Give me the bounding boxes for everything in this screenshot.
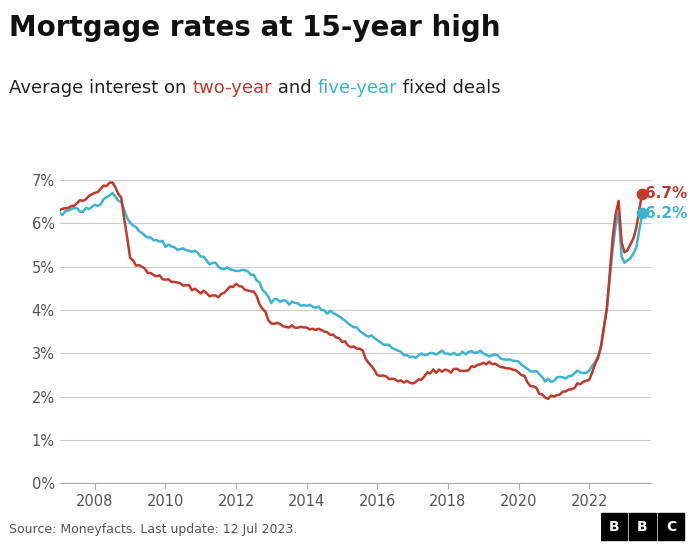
Text: B: B: [608, 520, 620, 533]
Point: [636, 209, 648, 218]
Text: Average interest on: Average interest on: [9, 79, 192, 97]
Text: Mortgage rates at 15-year high: Mortgage rates at 15-year high: [9, 14, 500, 41]
Bar: [629, 513, 656, 540]
Text: 6.2%: 6.2%: [645, 206, 687, 221]
Bar: [601, 513, 627, 540]
Text: five-year: five-year: [317, 79, 397, 97]
Text: and: and: [272, 79, 317, 97]
Text: fixed deals: fixed deals: [397, 79, 500, 97]
Point: [636, 189, 648, 198]
Text: 6.7%: 6.7%: [645, 186, 687, 201]
Text: two-year: two-year: [193, 79, 272, 97]
Text: C: C: [666, 520, 676, 533]
Text: B: B: [637, 520, 648, 533]
Text: Source: Moneyfacts. Last update: 12 Jul 2023.: Source: Moneyfacts. Last update: 12 Jul …: [9, 523, 298, 536]
Bar: [657, 513, 685, 540]
